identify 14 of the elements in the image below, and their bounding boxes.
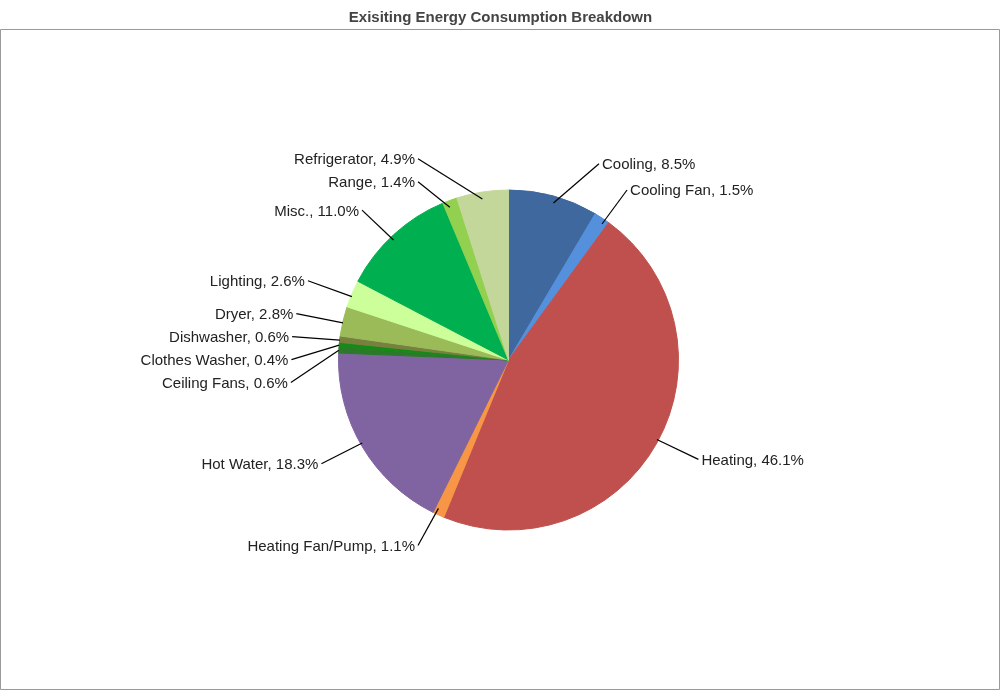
slice-label: Dryer, 2.8%	[214, 305, 294, 323]
chart-title: Exisiting Energy Consumption Breakdown	[348, 7, 653, 25]
slice-label: Clothes Washer, 0.4%	[140, 351, 289, 369]
slice-label: Misc., 11.0%	[274, 201, 360, 219]
slice-label: Heating, 46.1%	[701, 450, 804, 468]
slice-label: Lighting, 2.6%	[209, 272, 305, 290]
slice-label: Refrigerator, 4.9%	[294, 150, 416, 168]
slice-label: Ceiling Fans, 0.6%	[162, 374, 288, 392]
slice-label: Cooling, 8.5%	[602, 155, 696, 173]
slice-label: Dishwasher, 0.6%	[169, 328, 290, 346]
slice-label: Heating Fan/Pump, 1.1%	[247, 536, 415, 554]
slice-label: Cooling Fan, 1.5%	[630, 181, 754, 199]
slice-label: Range, 1.4%	[328, 173, 416, 191]
slice-label: Hot Water, 18.3%	[201, 455, 319, 473]
